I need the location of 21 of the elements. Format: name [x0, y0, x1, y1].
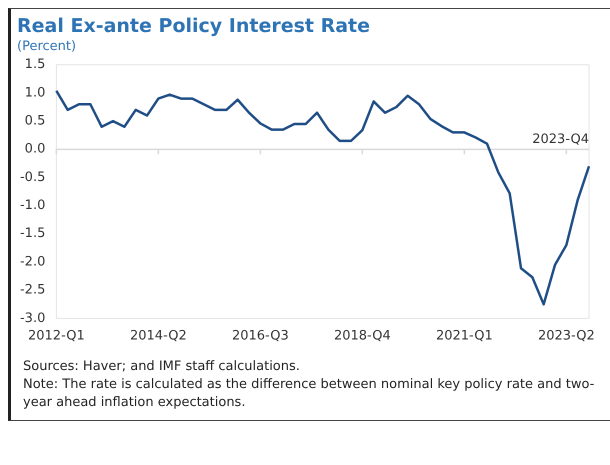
chart-title: Real Ex-ante Policy Interest Rate: [17, 15, 372, 37]
y-tick-label: 0.0: [24, 142, 46, 157]
y-tick-label: -3.0: [20, 310, 46, 326]
y-tick-label: 0.5: [24, 114, 46, 129]
y-tick-label: -0.5: [20, 170, 46, 185]
x-tick-label: 2023-Q2: [538, 328, 595, 344]
y-tick-label: -1.0: [20, 198, 46, 214]
x-tick-label: 2021-Q1: [436, 328, 493, 344]
annotation: 2023-Q4: [532, 132, 589, 148]
x-tick-label: 2016-Q3: [232, 328, 289, 344]
y-tick-label: 1.5: [24, 57, 46, 72]
chart-subtitle: (Percent): [17, 39, 78, 54]
source-note: Sources: Haver; and IMF staff calculations.: [23, 358, 301, 376]
y-tick-label: -2.5: [20, 282, 46, 298]
x-tick-label: 2012-Q1: [28, 328, 85, 344]
y-tick-label: -2.0: [20, 254, 46, 270]
y-tick-label: 1.0: [24, 85, 46, 100]
x-tick-label: 2014-Q2: [130, 328, 187, 344]
text: Note: The rate is calculated as the difference between nominal key policy rate and two-year ahead inflation expectations.: [23, 376, 596, 412]
x-tick-label: 2018-Q4: [334, 328, 391, 344]
y-tick-label: -1.5: [20, 226, 46, 242]
